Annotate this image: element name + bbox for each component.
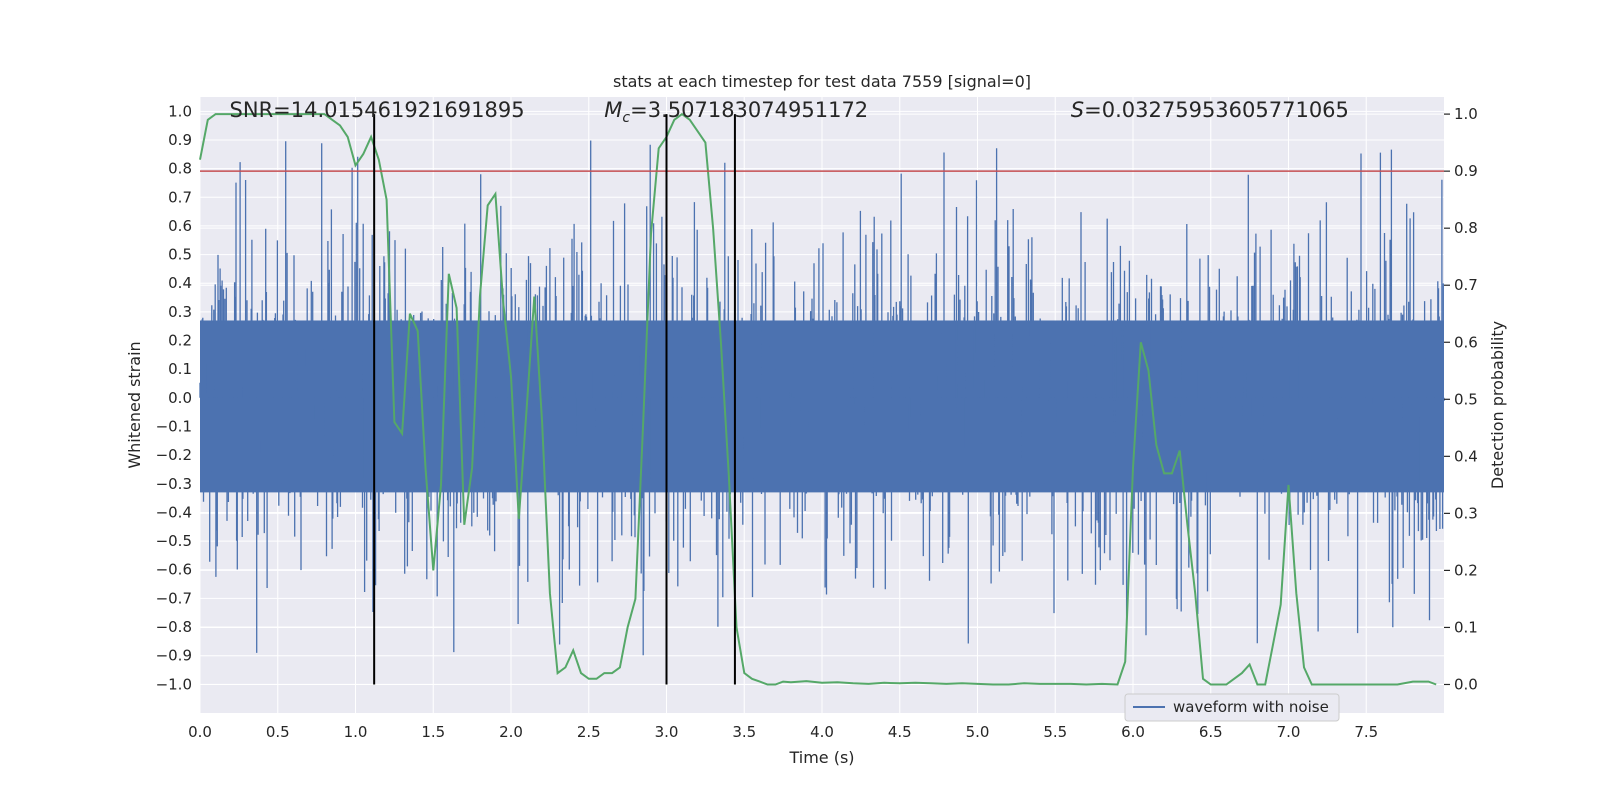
left-tick-label: 0.7 — [168, 188, 192, 206]
left-tick-label: −0.9 — [156, 647, 192, 665]
left-tick-label: −0.3 — [156, 475, 192, 493]
x-tick-label: 3.0 — [655, 723, 679, 741]
left-tick-label: 0.8 — [168, 160, 192, 178]
left-axis-ticks: 1.0 0.9 0.8 0.7 0.6 0.5 0.4 0.3 0.2 0.1 0.0 −0.1 −0.… — [156, 102, 192, 693]
x-tick-label: 4.5 — [888, 723, 912, 741]
legend: waveform with noise — [1124, 693, 1340, 722]
mc-value: =3.507183074951172 — [630, 98, 868, 122]
right-tick-label: 0.6 — [1454, 333, 1478, 351]
left-tick-label: 0.2 — [168, 332, 192, 350]
chirp-mass-annotation: Mc=3.507183074951172 — [604, 98, 868, 126]
x-tick-label: 7.0 — [1277, 723, 1301, 741]
right-tick-label: 0.9 — [1454, 162, 1478, 180]
left-tick-label: −0.8 — [156, 618, 192, 636]
left-tick-label: 0.4 — [168, 274, 192, 292]
right-tick-label: 0.8 — [1454, 219, 1478, 237]
x-tick-label: 0.0 — [188, 723, 212, 741]
x-tick-label: 2.0 — [499, 723, 523, 741]
x-tick-label: 3.5 — [732, 723, 756, 741]
right-tick-label: 0.7 — [1454, 276, 1478, 294]
left-tick-label: 0.5 — [168, 246, 192, 264]
left-tick-label: 1.0 — [168, 102, 192, 120]
left-tick-label: 0.1 — [168, 360, 192, 378]
x-tick-label: 6.0 — [1121, 723, 1145, 741]
mc-symbol: M — [604, 98, 622, 122]
left-tick-label: 0.6 — [168, 217, 192, 235]
left-tick-label: −0.5 — [156, 532, 192, 550]
right-axis-label: Detection probability — [1488, 321, 1507, 489]
snr-annotation: SNR=14.015461921691895 — [230, 98, 525, 122]
legend-box — [1124, 693, 1340, 722]
x-tick-label: 2.5 — [577, 723, 601, 741]
left-tick-label: 0.3 — [168, 303, 192, 321]
right-tick-label: 0.1 — [1454, 618, 1478, 636]
s-value: =0.03275953605771065 — [1084, 98, 1349, 122]
x-axis-label: Time (s) — [788, 748, 854, 767]
left-tick-label: −1.0 — [156, 675, 192, 693]
right-tick-label: 0.5 — [1454, 390, 1478, 408]
right-tick-label: 1.0 — [1454, 105, 1478, 123]
right-tick-label: 0.0 — [1454, 675, 1478, 693]
x-tick-label: 0.5 — [266, 723, 290, 741]
detection-probability-line — [199, 112, 1437, 686]
right-tick-label: 0.4 — [1454, 447, 1478, 465]
s-symbol: S — [1071, 98, 1084, 122]
x-tick-label: 4.0 — [810, 723, 834, 741]
right-axis-ticks: 1.0 0.9 0.8 0.7 0.6 0.5 0.4 0.3 0.2 0.1 0.0 — [1444, 105, 1478, 693]
chart-title: stats at each timestep for test data 755… — [613, 72, 1031, 91]
left-tick-label: −0.1 — [156, 417, 192, 435]
x-tick-label: 1.5 — [421, 723, 445, 741]
left-tick-label: −0.7 — [156, 589, 192, 607]
s-annotation: S=0.03275953605771065 — [1071, 98, 1349, 122]
left-axis-label: Whitened strain — [125, 341, 144, 468]
left-tick-label: −0.2 — [156, 446, 192, 464]
mc-subscript: c — [622, 110, 630, 126]
x-tick-label: 6.5 — [1199, 723, 1223, 741]
x-axis-ticks: 0.0 0.5 1.0 1.5 2.0 2.5 3.0 3.5 4.0 4.5 5.0 5.5 6.0 6… — [188, 723, 1378, 741]
right-tick-label: 0.3 — [1454, 504, 1478, 522]
left-tick-label: 0.9 — [168, 131, 192, 149]
left-tick-label: −0.6 — [156, 561, 192, 579]
x-tick-label: 1.0 — [344, 723, 368, 741]
x-tick-label: 5.0 — [966, 723, 990, 741]
left-tick-label: 0.0 — [168, 389, 192, 407]
left-tick-label: −0.4 — [156, 503, 192, 521]
vertical-markers — [373, 114, 736, 685]
x-tick-label: 5.5 — [1043, 723, 1067, 741]
x-tick-label: 7.5 — [1354, 723, 1378, 741]
right-tick-label: 0.2 — [1454, 561, 1478, 579]
legend-label: waveform with noise — [1173, 698, 1329, 716]
